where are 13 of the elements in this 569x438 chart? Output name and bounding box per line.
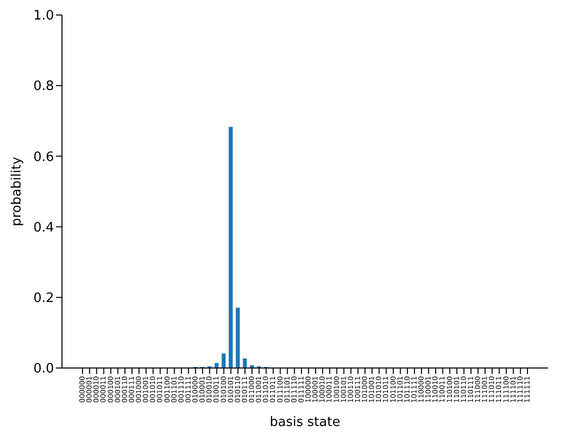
bar: [222, 354, 226, 368]
bar: [214, 363, 219, 368]
y-tick-label: 0.6: [33, 150, 54, 165]
y-tick-label: 0.2: [33, 291, 54, 306]
bar: [242, 358, 247, 368]
y-axis-title: probability: [10, 156, 25, 226]
bar: [228, 126, 233, 368]
y-tick-label: 0.4: [33, 220, 54, 236]
y-tick-label: 1.0: [33, 8, 54, 24]
x-axis-title: basis state: [270, 415, 340, 430]
y-tick-label: 0.0: [33, 362, 54, 377]
bar: [236, 308, 240, 368]
y-tick-label: 0.8: [33, 79, 54, 94]
